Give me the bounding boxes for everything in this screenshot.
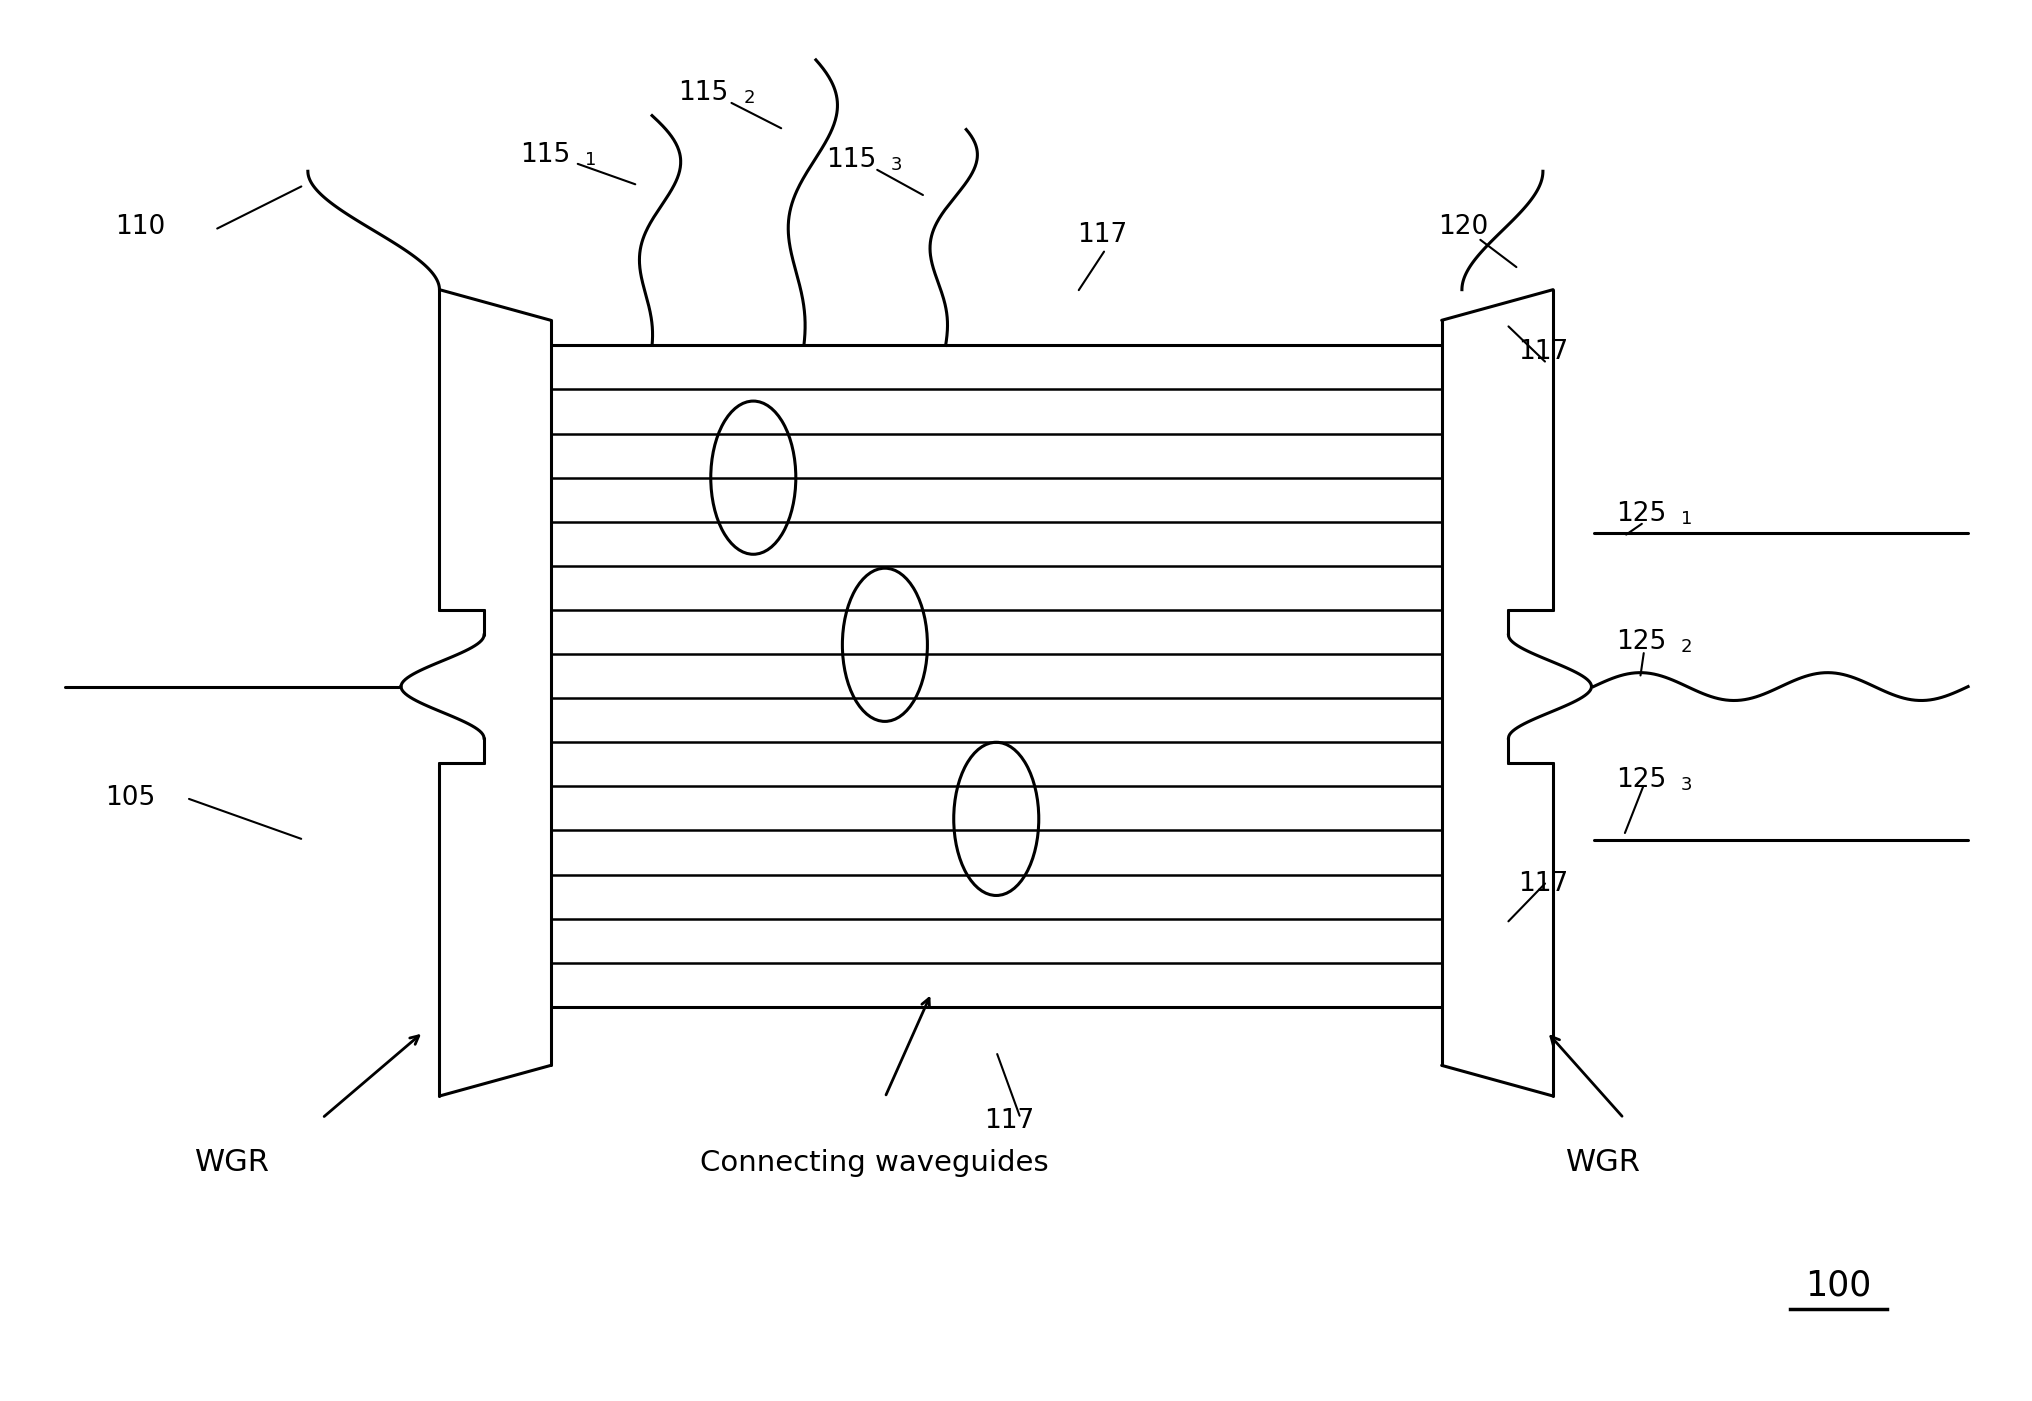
Text: 125: 125: [1615, 502, 1666, 527]
Text: 3: 3: [1680, 776, 1691, 794]
Text: Connecting waveguides: Connecting waveguides: [701, 1149, 1049, 1177]
Text: 120: 120: [1437, 214, 1487, 240]
Text: 1: 1: [585, 150, 595, 168]
Text: WGR: WGR: [195, 1149, 270, 1177]
Text: 3: 3: [890, 156, 902, 174]
Text: 2: 2: [744, 90, 754, 108]
Text: 115: 115: [520, 142, 571, 168]
Text: 115: 115: [825, 147, 876, 174]
Text: 115: 115: [679, 80, 727, 106]
Text: 1: 1: [1680, 510, 1691, 528]
Text: 100: 100: [1804, 1268, 1871, 1303]
Text: WGR: WGR: [1565, 1149, 1640, 1177]
Text: 117: 117: [1518, 871, 1569, 897]
Text: 125: 125: [1615, 766, 1666, 793]
Text: 117: 117: [983, 1108, 1034, 1133]
Text: 117: 117: [1518, 339, 1569, 366]
Text: 105: 105: [106, 785, 156, 811]
Text: 110: 110: [116, 214, 167, 240]
Text: 2: 2: [1680, 637, 1691, 656]
Text: 125: 125: [1615, 629, 1666, 656]
Text: 117: 117: [1077, 223, 1128, 248]
